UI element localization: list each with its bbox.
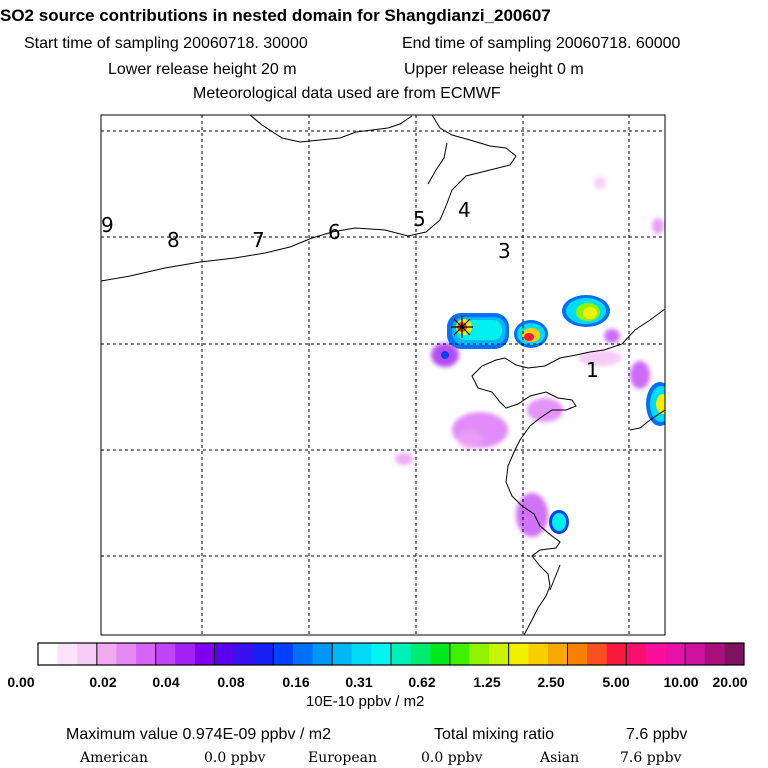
- plume-3: [562, 295, 610, 327]
- coastlines: [101, 115, 665, 635]
- upper-release-height: Upper release height 0 m: [404, 61, 584, 78]
- colorbar-swatch: [136, 643, 157, 665]
- colorbar-swatch: [38, 643, 59, 665]
- region-european-value: 0.0 ppbv: [421, 750, 483, 766]
- colorbar-swatch: [626, 643, 647, 665]
- plume-2: [514, 320, 548, 348]
- colorbar-tick-8: 2.50: [537, 674, 565, 690]
- colorbar-tick-5: 0.31: [345, 674, 373, 690]
- plume-field: [395, 177, 664, 537]
- day-label-9: 9: [101, 213, 114, 237]
- colorbar-swatch: [449, 643, 470, 665]
- plume-light-8: [594, 177, 606, 189]
- region-american-label: American: [80, 750, 149, 766]
- colorbar-swatch: [155, 643, 176, 665]
- region-european-label: European: [308, 750, 377, 766]
- plume-light-5: [604, 329, 620, 343]
- colorbar-tick-0: 0.00: [7, 674, 35, 690]
- colorbar-swatch: [312, 643, 333, 665]
- colorbar-swatch: [351, 643, 372, 665]
- plume-light-3: [527, 398, 563, 422]
- colorbar-swatch: [567, 643, 588, 665]
- colorbar-tick-10: 10.00: [663, 674, 699, 690]
- coastline-north-2: [249, 115, 413, 143]
- colorbar-swatch: [704, 643, 725, 665]
- colorbar-tick-3: 0.08: [217, 674, 245, 690]
- graticule: [101, 115, 665, 635]
- colorbar-swatch: [371, 643, 392, 665]
- coastline-east: [629, 409, 665, 431]
- day-label-1: 1: [586, 358, 599, 382]
- colorbar-swatch: [175, 643, 196, 665]
- coastline-peninsula: [427, 142, 448, 185]
- colorbar-swatch: [292, 643, 314, 665]
- colorbar-swatch: [253, 643, 274, 665]
- colorbar-swatch: [645, 643, 667, 665]
- colorbar-tick-2: 0.04: [152, 674, 180, 690]
- coastline-north: [101, 115, 517, 282]
- colorbar-swatch: [410, 643, 431, 665]
- station-marker: [451, 316, 473, 338]
- colorbar-swatch: [116, 643, 137, 665]
- day-label-5: 5: [413, 207, 426, 231]
- colorbar-swatch: [214, 643, 235, 665]
- plume-5: [549, 510, 569, 534]
- coastline-bohai: [471, 308, 665, 635]
- plume-light-6: [516, 493, 548, 537]
- colorbar-swatch: [528, 643, 549, 665]
- colorbar-swatch: [194, 643, 215, 665]
- colorbar-swatch: [77, 643, 98, 665]
- day-label-4: 4: [458, 198, 471, 222]
- maximum-value: Maximum value 0.974E-09 ppbv / m2: [66, 726, 332, 743]
- colorbar-swatch: [430, 643, 451, 665]
- total-mixing-ratio-label: Total mixing ratio: [434, 726, 555, 743]
- day-label-8: 8: [167, 228, 180, 252]
- colorbar-tick-9: 5.00: [602, 674, 630, 690]
- colorbar-swatch: [587, 643, 608, 665]
- plume-light-9: [652, 218, 664, 234]
- end-time: End time of sampling 20060718. 60000: [402, 35, 681, 52]
- region-asian-value: 7.6 ppbv: [620, 750, 682, 766]
- coastline-se: [549, 564, 561, 591]
- colorbar-swatch: [234, 643, 255, 665]
- region-asian-label: Asian: [540, 750, 580, 766]
- map-frame: [100, 114, 666, 636]
- colorbar-swatch: [508, 643, 529, 665]
- colorbar-swatch: [273, 643, 294, 665]
- plume-light-10: [578, 350, 622, 366]
- colorbar-swatch: [469, 643, 490, 665]
- colorbar-tick-4: 0.16: [282, 674, 310, 690]
- colorbar-swatch: [332, 643, 353, 665]
- total-mixing-ratio-value: 7.6 ppbv: [626, 726, 688, 743]
- colorbar-swatch: [96, 643, 117, 665]
- plume-light-7: [395, 453, 413, 465]
- colorbar-frame: [37, 642, 745, 666]
- trajectory-day-labels: 9 8 7 6 5 4 3 1: [101, 198, 599, 382]
- meteorological-data-source: Meteorological data used are from ECMWF: [193, 85, 501, 102]
- colorbar-units: 10E-10 ppbv / m2: [306, 693, 425, 710]
- colorbar: [38, 643, 745, 665]
- lower-release-height: Lower release height 20 m: [108, 61, 297, 78]
- region-american-value: 0.0 ppbv: [204, 750, 266, 766]
- colorbar-swatch: [547, 643, 568, 665]
- colorbar-swatch: [665, 643, 686, 665]
- colorbar-tick-1: 0.02: [89, 674, 117, 690]
- colorbar-swatch: [57, 643, 78, 665]
- colorbar-swatch: [489, 643, 510, 665]
- colorbar-swatch: [391, 643, 412, 665]
- colorbar-tick-7: 1.25: [473, 674, 501, 690]
- plume-light-4: [630, 361, 650, 389]
- day-label-6: 6: [328, 220, 341, 244]
- colorbar-tick-11: 20.00: [712, 674, 748, 690]
- colorbar-swatch: [606, 643, 627, 665]
- day-label-7: 7: [252, 228, 265, 252]
- start-time: Start time of sampling 20060718. 30000: [24, 35, 308, 52]
- day-label-3: 3: [498, 239, 511, 263]
- figure-title: SO2 source contributions in nested domai…: [0, 6, 551, 25]
- colorbar-tick-6: 0.62: [408, 674, 436, 690]
- colorbar-swatch: [724, 643, 745, 665]
- colorbar-swatch: [685, 643, 706, 665]
- plume-light-11: [458, 430, 482, 450]
